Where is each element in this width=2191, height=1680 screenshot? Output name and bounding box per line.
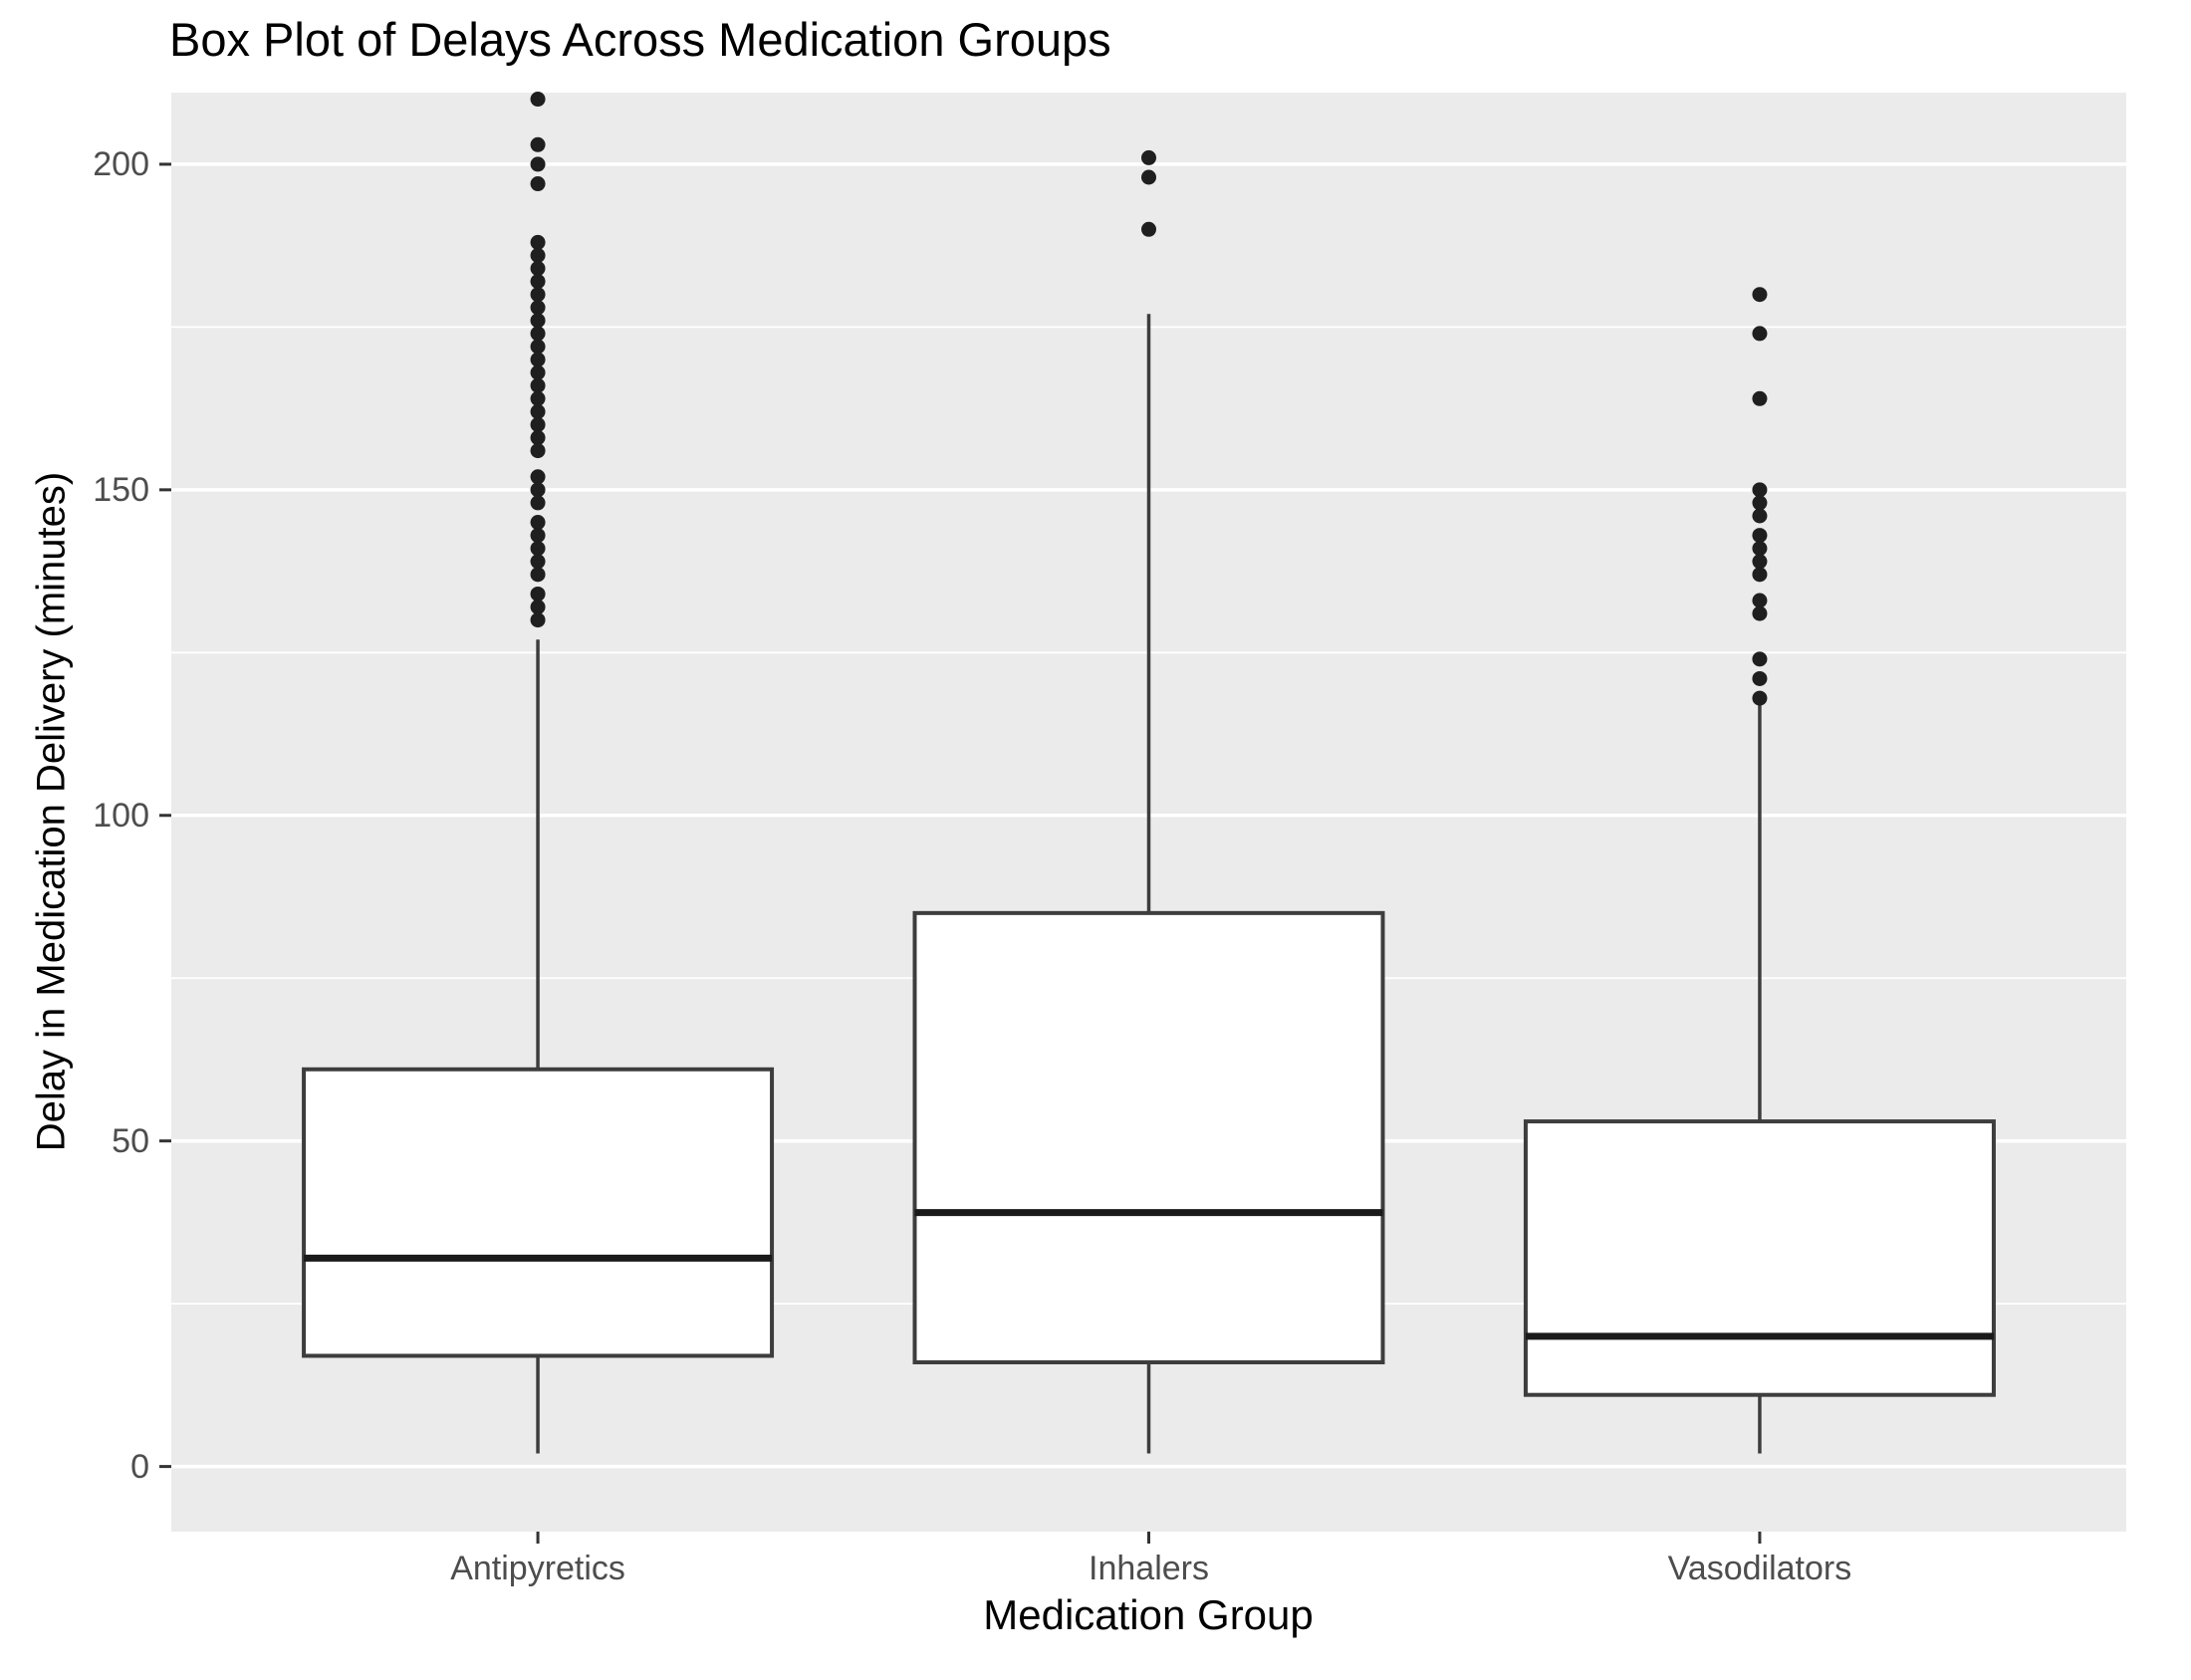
x-tick-label: Vasodilators — [1667, 1550, 1852, 1587]
outlier-dot — [1752, 651, 1768, 667]
y-tick-label: 0 — [130, 1447, 149, 1486]
y-tick-label: 50 — [112, 1121, 149, 1160]
outlier-dot — [1752, 495, 1768, 511]
x-axis-title: Medication Group — [983, 1591, 1314, 1638]
outlier-dot — [1752, 326, 1768, 342]
outlier-dot — [1752, 605, 1768, 621]
outlier-dot — [530, 567, 546, 583]
outlier-dot — [1752, 593, 1768, 608]
outlier-dot — [530, 495, 546, 511]
outlier-dot — [1752, 528, 1768, 544]
outlier-dot — [1752, 670, 1768, 686]
outlier-dot — [1141, 221, 1156, 237]
outlier-dot — [530, 274, 546, 290]
outlier-dot — [530, 156, 546, 172]
outlier-dot — [1752, 541, 1768, 557]
outlier-dot — [530, 403, 546, 419]
outlier-dot — [530, 390, 546, 406]
outlier-dot — [530, 554, 546, 570]
x-tick-label: Inhalers — [1089, 1550, 1209, 1587]
outlier-dot — [1141, 149, 1156, 165]
outlier-dot — [530, 339, 546, 355]
chart-title: Box Plot of Delays Across Medication Gro… — [169, 13, 1111, 66]
outlier-dot — [1752, 567, 1768, 583]
outlier-dot — [530, 136, 546, 152]
outlier-dot — [530, 176, 546, 192]
outlier-dot — [530, 234, 546, 250]
outlier-dot — [530, 541, 546, 557]
outlier-dot — [530, 300, 546, 316]
outlier-dot — [530, 515, 546, 531]
outlier-dot — [530, 482, 546, 498]
outlier-dot — [530, 469, 546, 485]
outlier-dot — [530, 377, 546, 393]
y-tick-label: 100 — [93, 796, 149, 835]
outlier-dot — [530, 430, 546, 446]
outlier-dot — [530, 352, 546, 367]
y-tick-label: 150 — [93, 470, 149, 509]
outlier-dot — [1141, 169, 1156, 185]
box-inhalers — [912, 910, 1385, 1364]
outlier-dot — [530, 364, 546, 380]
box-vasodilators — [1523, 1119, 1996, 1397]
outlier-dot — [1752, 482, 1768, 498]
outlier-dot — [1752, 508, 1768, 524]
outlier-dot — [530, 326, 546, 342]
outlier-dot — [1752, 690, 1768, 706]
outlier-dot — [530, 528, 546, 544]
outlier-dot — [530, 443, 546, 459]
outlier-dot — [530, 287, 546, 303]
outlier-dot — [530, 247, 546, 263]
outlier-dot — [530, 612, 546, 628]
y-tick-label: 200 — [93, 144, 149, 183]
outlier-dot — [530, 600, 546, 615]
outlier-dot — [530, 261, 546, 277]
outlier-dot — [530, 586, 546, 601]
outlier-dot — [1752, 554, 1768, 570]
box-antipyretics — [302, 1067, 775, 1358]
outlier-dot — [530, 92, 546, 108]
outlier-dot — [530, 416, 546, 432]
x-tick-label: Antipyretics — [450, 1550, 625, 1587]
outlier-dot — [1752, 287, 1768, 303]
outlier-dot — [530, 313, 546, 329]
outlier-dot — [1752, 390, 1768, 406]
